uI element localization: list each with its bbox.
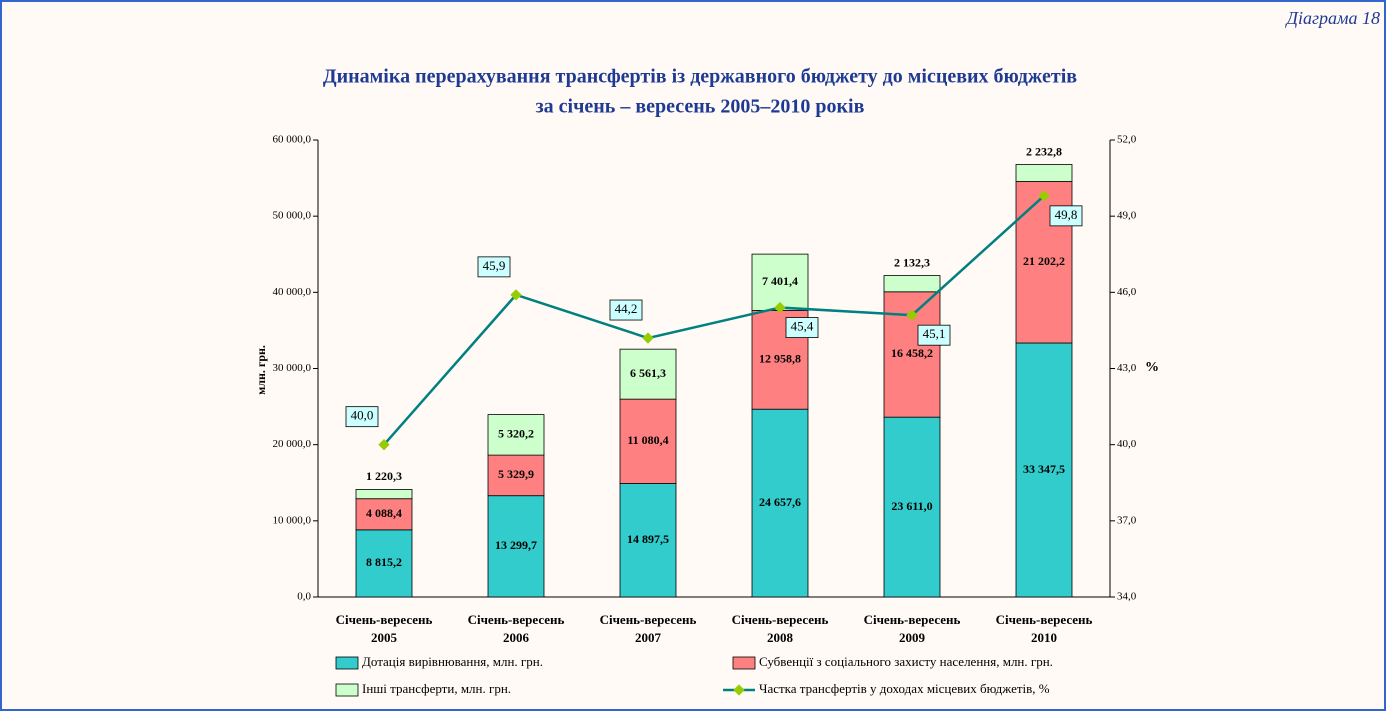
data-label: 4 088,4: [366, 506, 402, 520]
line-label: 49,8: [1055, 207, 1078, 222]
y-tick-label: 0,0: [297, 591, 311, 603]
y-tick-label: 20 000,0: [273, 438, 312, 450]
line-marker: [1038, 190, 1050, 202]
bar-segment: [487, 495, 545, 598]
legend-label: Частка трансфертів у доходах місцевих бю…: [759, 681, 1050, 696]
line-label-box: [917, 324, 951, 346]
data-label: 11 080,4: [627, 433, 668, 447]
bar-segment: [619, 348, 677, 400]
data-label: 1 220,3: [366, 469, 402, 483]
chart-title: за січень – вересень 2005–2010 років: [536, 96, 865, 118]
legend-label: Дотація вирівнювання, млн. грн.: [362, 654, 543, 669]
y2-tick-label: 40,0: [1117, 438, 1137, 450]
legend-swatch: [732, 656, 756, 670]
line-label: 45,4: [791, 319, 814, 334]
bar-segment: [1015, 164, 1073, 182]
y2-axis-label: %: [1145, 360, 1159, 375]
line-marker: [642, 332, 654, 344]
line-label-box: [477, 256, 511, 278]
x-tick-label: Січень-вересень: [468, 612, 565, 627]
bar-segment: [883, 416, 941, 598]
y-tick-label: 40 000,0: [273, 286, 312, 298]
data-label: 8 815,2: [366, 555, 402, 569]
data-label: 6 561,3: [630, 366, 666, 380]
data-label: 7 401,4: [762, 274, 798, 288]
data-label: 5 320,2: [498, 427, 534, 441]
y-axis-label: млн. грн.: [254, 345, 268, 395]
bar-segment: [487, 414, 545, 456]
line-label-box: [785, 317, 819, 338]
bar-segment: [883, 275, 941, 293]
x-tick-label: 2005: [371, 630, 398, 645]
line-label-box: [1049, 205, 1083, 227]
bar-segment: [355, 498, 413, 531]
data-label: 14 897,5: [627, 532, 669, 546]
data-label: 23 611,0: [891, 499, 932, 513]
data-label: 16 458,2: [891, 346, 933, 360]
corner-label: Діаграма 18: [1285, 8, 1380, 28]
x-tick-label: Січень-вересень: [864, 612, 961, 627]
y-tick-label: 30 000,0: [273, 362, 312, 374]
bar-segment: [487, 454, 545, 497]
bar-segment: [355, 529, 413, 598]
legend-label: Субвенції з соціального захисту населенн…: [759, 654, 1053, 669]
bar-segment: [1015, 342, 1073, 598]
x-tick-label: Січень-вересень: [600, 612, 697, 627]
x-tick-label: 2006: [503, 630, 530, 645]
y2-tick-label: 34,0: [1117, 591, 1137, 603]
data-label: 2 232,8: [1026, 144, 1062, 158]
line-label-box: [609, 299, 643, 321]
line-label: 45,1: [923, 326, 946, 341]
y2-tick-label: 49,0: [1117, 210, 1137, 222]
line-label: 45,9: [483, 258, 506, 273]
y-tick-label: 10 000,0: [273, 514, 312, 526]
data-label: 12 958,8: [759, 352, 801, 366]
data-label: 33 347,5: [1023, 462, 1065, 476]
data-label: 2 132,3: [894, 255, 930, 269]
line-marker: [510, 289, 522, 301]
x-tick-label: Січень-вересень: [996, 612, 1093, 627]
bar-segment: [619, 398, 677, 484]
x-tick-label: 2007: [635, 630, 662, 645]
bar-segment: [355, 489, 413, 500]
legend-label: Інші трансферти, млн. грн.: [362, 681, 511, 696]
line-label-box: [345, 406, 379, 428]
line-marker: [906, 309, 918, 321]
bar-segment: [751, 253, 809, 311]
data-label: 21 202,2: [1023, 254, 1065, 268]
line-marker: [378, 439, 390, 451]
y2-tick-label: 52,0: [1117, 134, 1137, 146]
line-label: 40,0: [351, 408, 374, 423]
data-label: 13 299,7: [495, 538, 537, 552]
bar-segment: [751, 408, 809, 598]
y-tick-label: 60 000,0: [273, 134, 312, 146]
line-marker: [774, 301, 786, 314]
line-label: 44,2: [615, 301, 638, 316]
legend-swatch: [335, 656, 359, 670]
chart-title: Динаміка перерахування трансфертів із де…: [323, 66, 1077, 88]
line: [383, 194, 1045, 446]
y2-tick-label: 43,0: [1117, 362, 1137, 374]
data-label: 24 657,6: [759, 495, 801, 509]
y-tick-label: 50 000,0: [273, 210, 312, 222]
x-tick-label: 2010: [1031, 630, 1057, 645]
x-tick-label: Січень-вересень: [336, 612, 433, 627]
legend-swatch: [335, 683, 359, 697]
y2-tick-label: 37,0: [1117, 514, 1137, 526]
x-tick-label: 2009: [899, 630, 926, 645]
legend-marker: [733, 684, 745, 696]
x-tick-label: Січень-вересень: [732, 612, 829, 627]
y2-tick-label: 46,0: [1117, 286, 1137, 298]
data-label: 5 329,9: [498, 467, 534, 481]
x-tick-label: 2008: [767, 630, 794, 645]
